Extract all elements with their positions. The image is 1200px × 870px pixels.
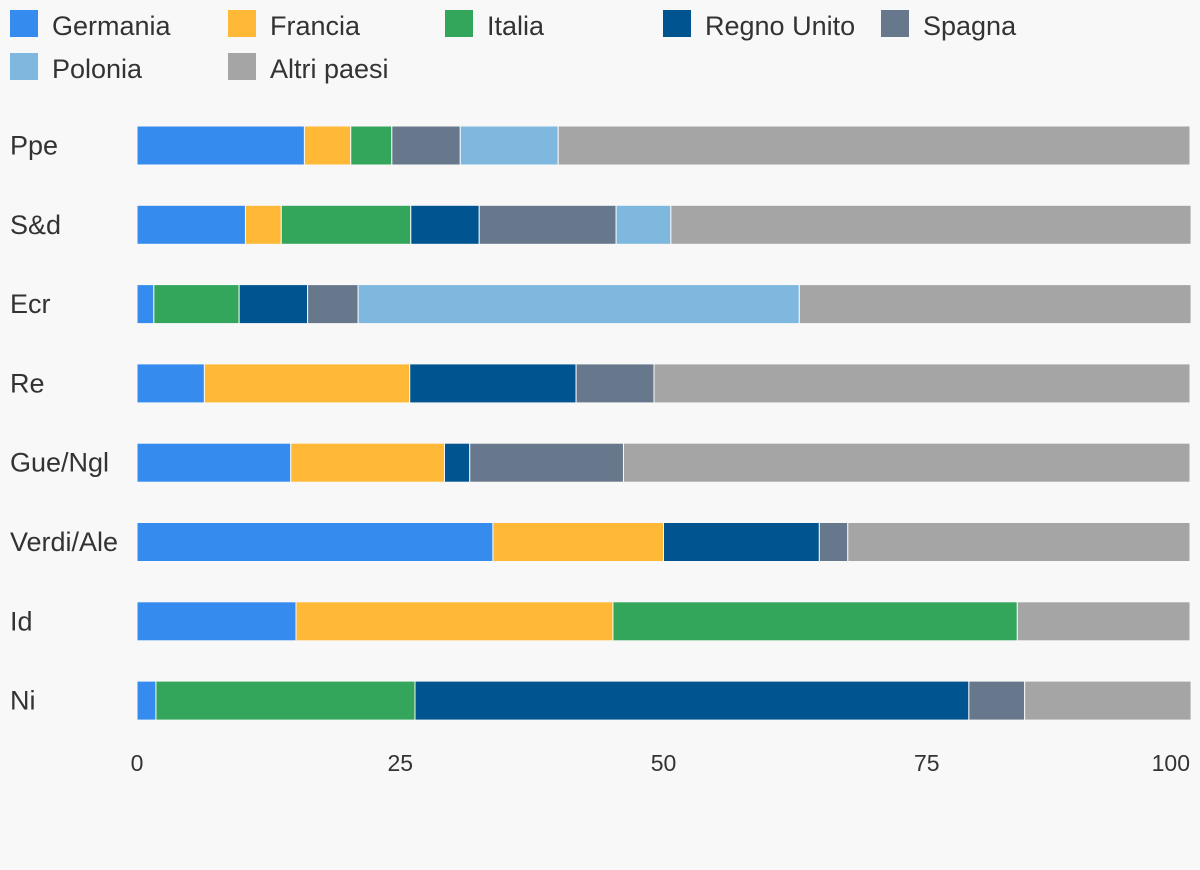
legend-swatch <box>228 53 256 80</box>
legend-swatch <box>10 53 38 80</box>
bar-segment-francia <box>303 125 352 166</box>
bar-row-ppe <box>136 125 1191 166</box>
bar-segment-germania <box>136 601 297 642</box>
bar-segment-spagna <box>818 522 849 562</box>
category-label: S&d <box>10 210 61 240</box>
bar-segment-italia <box>280 204 412 245</box>
legend-label: Italia <box>487 11 545 41</box>
x-tick-label: 25 <box>387 750 413 776</box>
bar-row-id <box>136 601 1191 642</box>
legend-item-regno-unito: Regno Unito <box>663 10 855 41</box>
legend: Germania Francia Italia Regno Unito Spagna Po… <box>10 10 1017 84</box>
bar-segment-polonia <box>459 125 559 166</box>
bar-segment-regno-unito <box>443 442 471 483</box>
bar-row-s-d <box>136 204 1192 245</box>
legend-swatch <box>228 10 256 37</box>
bar-segment-italia <box>612 601 1018 642</box>
bar-segment-altri-paesi <box>847 522 1191 562</box>
bar-segment-regno-unito <box>414 680 970 721</box>
bar-segment-regno-unito <box>238 284 309 325</box>
category-label: Re <box>10 368 45 398</box>
legend-swatch <box>881 10 909 37</box>
bar-row-gue-ngl <box>136 442 1191 483</box>
x-tick-label: 75 <box>914 750 940 776</box>
bar-segment-altri-paesi <box>670 204 1192 245</box>
category-label: Ppe <box>10 131 58 161</box>
bar-row-re <box>136 363 1191 404</box>
category-label: Id <box>10 606 33 636</box>
legend-item-spagna: Spagna <box>881 10 1017 41</box>
bar-row-ni <box>136 680 1192 721</box>
bar-segment-regno-unito <box>409 363 577 404</box>
x-axis: 0 25 50 75 100 <box>131 750 1190 776</box>
bar-segment-altri-paesi <box>557 125 1191 166</box>
category-label: Gue/Ngl <box>10 448 109 478</box>
legend-item-altri-paesi: Altri paesi <box>228 53 389 84</box>
x-tick-label: 0 <box>131 750 144 776</box>
bar-segment-spagna <box>575 363 655 404</box>
legend-item-germania: Germania <box>10 10 172 41</box>
bar-segment-germania <box>136 204 246 245</box>
bar-segment-polonia <box>615 204 672 245</box>
legend-swatch <box>445 10 473 37</box>
category-label: Ecr <box>10 289 51 319</box>
bar-segment-spagna <box>478 204 617 245</box>
bar-segment-germania <box>136 363 205 404</box>
bar-segment-germania <box>136 442 292 483</box>
legend-label: Altri paesi <box>270 54 389 84</box>
bar-segment-francia <box>244 204 282 245</box>
bar-segment-altri-paesi <box>1016 601 1191 642</box>
bar-segment-altri-paesi <box>653 363 1191 404</box>
legend-item-francia: Francia <box>228 10 361 41</box>
bar-segment-germania <box>136 522 494 562</box>
bar-segment-francia <box>492 522 664 562</box>
legend-label: Spagna <box>923 11 1017 41</box>
bar-segment-altri-paesi <box>1024 680 1192 721</box>
legend-label: Polonia <box>52 54 143 84</box>
bar-segment-regno-unito <box>410 204 480 245</box>
bar-segment-germania <box>136 680 157 721</box>
category-label: Verdi/Ale <box>10 527 118 557</box>
legend-swatch <box>663 10 691 37</box>
bar-segment-germania <box>136 284 155 325</box>
category-labels: Ppe S&d Ecr Re Gue/Ngl Verdi/Ale Id Ni <box>10 131 118 716</box>
bar-segment-regno-unito <box>663 522 820 562</box>
bar-segment-spagna <box>391 125 461 166</box>
bar-segment-italia <box>153 284 240 325</box>
category-label: Ni <box>10 686 36 716</box>
bar-segment-francia <box>295 601 614 642</box>
bar-segment-spagna <box>469 442 624 483</box>
legend-label: Regno Unito <box>705 11 855 41</box>
bar-segment-germania <box>136 125 305 166</box>
legend-label: Germania <box>52 11 172 41</box>
bars <box>136 125 1192 721</box>
bar-segment-italia <box>155 680 416 721</box>
legend-swatch <box>10 10 38 37</box>
bar-row-ecr <box>136 284 1192 325</box>
x-tick-label: 50 <box>651 750 677 776</box>
legend-label: Francia <box>270 11 361 41</box>
bar-segment-polonia <box>357 284 800 325</box>
x-tick-label: 100 <box>1152 750 1190 776</box>
bar-row-verdi-ale <box>136 522 1191 562</box>
bar-segment-spagna <box>307 284 359 325</box>
bar-segment-italia <box>350 125 393 166</box>
legend-item-polonia: Polonia <box>10 53 143 84</box>
bar-segment-altri-paesi <box>798 284 1192 325</box>
legend-item-italia: Italia <box>445 10 545 41</box>
bar-segment-francia <box>290 442 445 483</box>
bar-segment-altri-paesi <box>622 442 1191 483</box>
bar-segment-spagna <box>968 680 1026 721</box>
bar-segment-francia <box>203 363 411 404</box>
